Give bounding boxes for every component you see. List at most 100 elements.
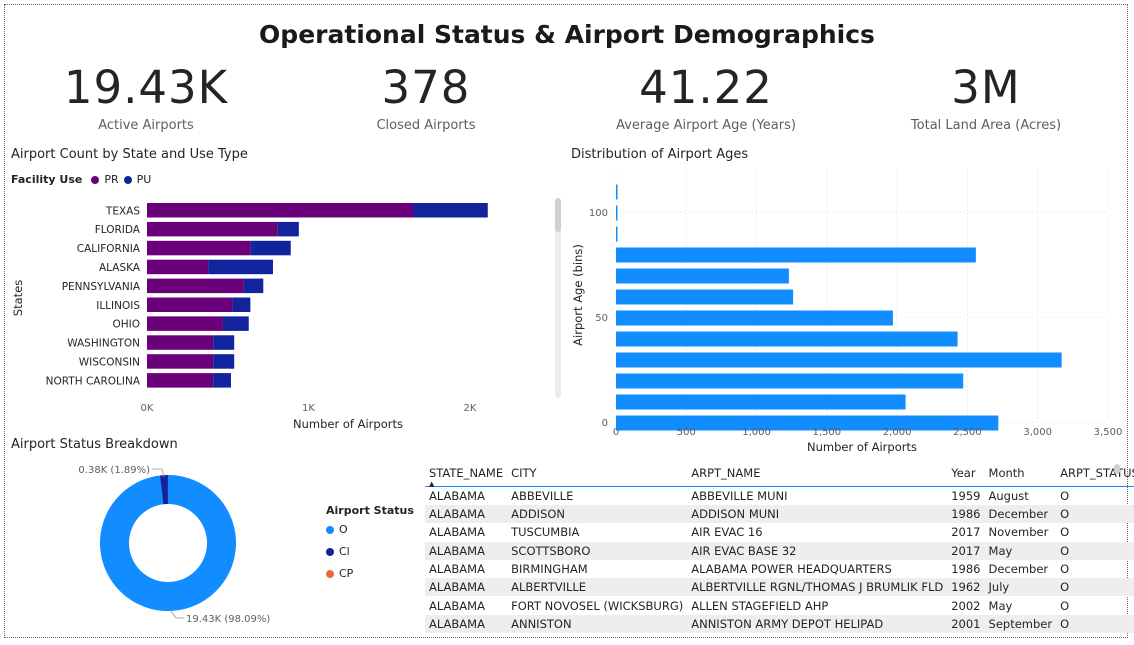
column-header-label: STATE_NAME bbox=[429, 466, 504, 480]
x-tick-label: 2K bbox=[464, 403, 477, 414]
x-tick-label: 3,000 bbox=[1023, 427, 1052, 438]
age-bar bbox=[616, 415, 999, 431]
table-cell: ALABAMA bbox=[429, 598, 485, 613]
y-tick-label: 50 bbox=[595, 313, 608, 324]
state-chart[interactable]: TEXAS FLORIDA CALIFORNIA ALASKA PENNSYLVANIA… bbox=[0, 190, 560, 435]
legend-label: CP bbox=[339, 567, 354, 580]
age-bar bbox=[616, 352, 1062, 368]
state-tick-label: ALASKA bbox=[99, 262, 141, 274]
legend-swatch bbox=[326, 547, 334, 556]
table-cell: 2002 bbox=[951, 598, 981, 613]
column-header-state-name[interactable]: STATE_NAME ▲ bbox=[425, 462, 508, 488]
status-chart-title: Airport Status Breakdown bbox=[11, 437, 178, 452]
table-row[interactable]: ALABAMA SCOTTSBORO AIR EVAC BASE 32 2017 May… bbox=[425, 541, 1134, 560]
table-cell: 1986 bbox=[947, 505, 985, 524]
table-cell: December bbox=[988, 562, 1049, 577]
table-cell: O bbox=[1060, 562, 1070, 577]
x-tick-label: 0K bbox=[141, 403, 154, 414]
airport-table: STATE_NAME ▲ CITY ARPT_NAME Year Month AR… bbox=[425, 462, 1134, 634]
x-axis-label: Number of Airports bbox=[293, 417, 403, 431]
kpi-card-closed-airports[interactable]: 378 Closed Airports bbox=[306, 60, 546, 133]
table-cell: ADDISON MUNI bbox=[687, 505, 948, 524]
table-cell: BIRMINGHAM bbox=[511, 562, 588, 577]
table-cell: ALLEN STAGEFIELD AHP bbox=[691, 598, 829, 613]
kpi-card-active-airports[interactable]: 19.43K Active Airports bbox=[26, 60, 266, 133]
state-chart-legend: Facility Use PR PU bbox=[11, 173, 151, 186]
age-chart-title: Distribution of Airport Ages bbox=[571, 147, 749, 162]
age-bar bbox=[616, 331, 958, 347]
legend-label-pr[interactable]: PR bbox=[104, 173, 119, 186]
legend-item-cl[interactable]: Cl bbox=[326, 545, 414, 558]
table-cell: ALABAMA bbox=[425, 541, 508, 560]
y-axis-label: States bbox=[11, 280, 25, 316]
report-canvas bbox=[4, 4, 1128, 638]
table-cell: FORT NOVOSEL (WICKSBURG) bbox=[511, 598, 684, 613]
column-header-year[interactable]: Year bbox=[947, 462, 985, 487]
kpi-value: 19.43K bbox=[63, 61, 229, 114]
table-cell: 2017 bbox=[947, 541, 985, 560]
bar-pr bbox=[147, 354, 214, 369]
table-cell: ALABAMA POWER HEADQUARTERS bbox=[691, 562, 892, 577]
legend-swatch-pr bbox=[91, 175, 100, 184]
state-tick-label: FLORIDA bbox=[95, 224, 141, 236]
bar-pr bbox=[147, 373, 214, 388]
column-header-arpt-status[interactable]: ARPT_STATUS bbox=[1056, 462, 1134, 487]
state-chart-title: Airport Count by State and Use Type bbox=[11, 147, 248, 162]
table-row[interactable]: ALABAMA ABBEVILLE ABBEVILLE MUNI 1959 August… bbox=[425, 487, 1134, 506]
bar-pr bbox=[147, 203, 414, 218]
age-bar bbox=[616, 226, 618, 242]
y-axis-label: Airport Age (bins) bbox=[571, 244, 585, 346]
table-header-row: STATE_NAME ▲ CITY ARPT_NAME Year Month AR… bbox=[425, 462, 1134, 488]
sort-ascending-icon[interactable]: ▲ bbox=[429, 480, 435, 488]
kpi-card-total-land-area[interactable]: 3M Total Land Area (Acres) bbox=[866, 60, 1106, 133]
bar-pu bbox=[222, 316, 249, 331]
table-row[interactable]: ALABAMA ADDISON ADDISON MUNI 1986 December O bbox=[425, 505, 1134, 524]
table-cell: ABBEVILLE bbox=[511, 489, 574, 503]
table-row[interactable]: ALABAMA ALBERTVILLE ALBERTVILLE RGNL/THOMA… bbox=[425, 578, 1134, 597]
state-chart-scroll-track[interactable] bbox=[555, 198, 561, 398]
age-bar bbox=[616, 289, 794, 305]
state-chart-scrollbar[interactable] bbox=[555, 198, 561, 232]
legend-title: Airport Status bbox=[326, 504, 414, 517]
kpi-label: Active Airports bbox=[98, 118, 194, 133]
table-cell: AIR EVAC BASE 32 bbox=[687, 541, 948, 560]
x-axis-label: Number of Airports bbox=[807, 440, 917, 454]
age-bar bbox=[616, 373, 964, 389]
table-row[interactable]: ALABAMA BIRMINGHAM ALABAMA POWER HEADQUART… bbox=[425, 560, 1134, 578]
donut-slice-cl bbox=[159, 475, 168, 505]
bar-pu bbox=[208, 259, 273, 275]
table-cell: December bbox=[984, 505, 1057, 524]
legend-swatch bbox=[326, 569, 334, 578]
bar-pr bbox=[147, 316, 223, 331]
leader-line-large bbox=[169, 609, 184, 619]
legend-label: O bbox=[339, 523, 348, 536]
legend-item-o[interactable]: O bbox=[326, 523, 414, 536]
table-cell: August bbox=[988, 489, 1029, 503]
table-cell: ALABAMA bbox=[429, 562, 485, 577]
legend-label-pu[interactable]: PU bbox=[136, 173, 152, 186]
age-chart[interactable]: 0 500 1,000 1,500 2,000 2,500 3,000 3,500100500… bbox=[565, 165, 1125, 455]
table-cell: ALABAMA bbox=[425, 578, 508, 597]
age-bar bbox=[616, 310, 893, 326]
status-donut-chart[interactable]: 0.38K (1.89%) 19.43K (98.09%) bbox=[0, 455, 320, 635]
kpi-label: Average Airport Age (Years) bbox=[616, 118, 796, 133]
status-legend: Airport Status O Cl CP bbox=[326, 504, 414, 580]
table-row[interactable]: ALABAMA TUSCUMBIA AIR EVAC 16 2017 November O bbox=[425, 523, 1134, 541]
table-cell: November bbox=[988, 525, 1049, 540]
table-cell: 1959 bbox=[951, 489, 981, 503]
bar-pr bbox=[147, 221, 278, 237]
bar-pr bbox=[147, 240, 251, 256]
x-tick-label: 1K bbox=[302, 403, 315, 414]
kpi-card-average-age[interactable]: 41.22 Average Airport Age (Years) bbox=[586, 60, 826, 133]
kpi-label: Closed Airports bbox=[376, 118, 476, 133]
y-tick-label: 100 bbox=[589, 208, 608, 219]
column-header-arpt-name[interactable]: ARPT_NAME bbox=[687, 462, 948, 487]
legend-item-cp[interactable]: CP bbox=[326, 567, 414, 580]
column-header-month[interactable]: Month bbox=[984, 462, 1057, 487]
x-tick-label: 3,500 bbox=[1094, 427, 1123, 438]
bar-pu bbox=[250, 240, 291, 256]
column-header-city[interactable]: CITY bbox=[507, 462, 688, 487]
table-row[interactable]: ALABAMA ANNISTON ANNISTON ARMY DEPOT HELIP… bbox=[425, 614, 1134, 634]
table-row[interactable]: ALABAMA FORT NOVOSEL (WICKSBURG) ALLEN STA… bbox=[425, 596, 1134, 614]
table-scrollbar[interactable] bbox=[1114, 464, 1120, 474]
